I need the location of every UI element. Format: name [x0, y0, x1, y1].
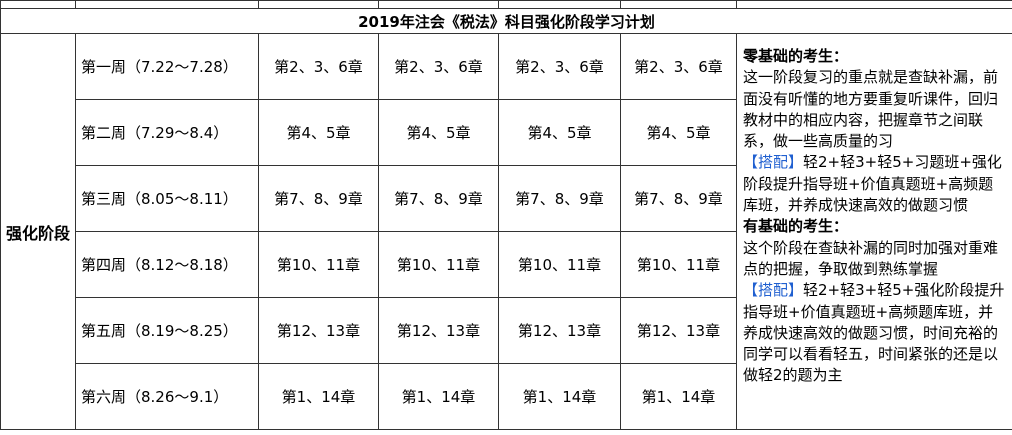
- week-label: 第四周（8.12～8.18）: [75, 231, 259, 298]
- chapter-cell: 第7、8、9章: [258, 165, 379, 232]
- chapter-cell: 第12、13章: [378, 297, 499, 364]
- chapter-cell: 第10、11章: [258, 231, 379, 298]
- chapter-cell: 第1、14章: [258, 363, 379, 430]
- week-row: 第四周（8.12～8.18） 第10、11章 第10、11章 第10、11章 第10、1…: [1, 231, 1012, 298]
- chapter-cell: 第1、14章: [498, 363, 621, 430]
- week-row: 第五周（8.19～8.25） 第12、13章 第12、13章 第12、13章 第12、1…: [1, 297, 1012, 364]
- week-row: 第二周（7.29～8.4） 第4、5章 第4、5章 第4、5章 第4、5章: [1, 99, 1012, 166]
- chapter-cell: 第7、8、9章: [378, 165, 499, 232]
- chapter-cell: 第1、14章: [620, 363, 737, 430]
- chapter-cell: 第7、8、9章: [620, 165, 737, 232]
- chapter-cell: 第4、5章: [620, 99, 737, 166]
- week-label: 第六周（8.26～9.1）: [75, 363, 259, 430]
- notes-cell: 零基础的考生： 这一阶段复习的重点就是查缺补漏，前面没有听懂的地方要重复听课件，回…: [736, 33, 1012, 430]
- notes-tag: 【搭配】: [743, 153, 804, 172]
- notes-combo-line: 【搭配】轻2+轻3+轻5+强化阶段提升指导班+价值真题班+高频题库班，并养成快速…: [743, 280, 1008, 386]
- chapter-cell: 第2、3、6章: [498, 33, 621, 100]
- week-label: 第五周（8.19～8.25）: [75, 297, 259, 364]
- chapter-cell: 第10、11章: [498, 231, 621, 298]
- chapter-cell: 第1、14章: [378, 363, 499, 430]
- table-title: 2019年注会《税法》科目强化阶段学习计划: [0, 8, 1012, 34]
- chapter-cell: 第12、13章: [620, 297, 737, 364]
- notes-tag: 【搭配】: [743, 281, 804, 300]
- notes-heading: 有基础的考生：: [743, 217, 849, 236]
- week-row: 第三周（8.05～8.11） 第7、8、9章 第7、8、9章 第7、8、9章 第7、8、…: [1, 165, 1012, 232]
- title-row: 2019年注会《税法》科目强化阶段学习计划: [0, 8, 1012, 34]
- chapter-cell: 第10、11章: [620, 231, 737, 298]
- week-row: 强化阶段 第一周（7.22～7.28） 第2、3、6章 第2、3、6章 第2、3、6章第…: [0, 33, 1012, 430]
- chapter-cell: 第10、11章: [378, 231, 499, 298]
- notes-text: 这个阶段在查缺补漏的同时加强对重难点的把握，争取做到熟练掌握: [743, 238, 999, 278]
- chapter-cell: 第12、13章: [498, 297, 621, 364]
- week-row: 第六周（8.26～9.1） 第1、14章 第1、14章 第1、14章 第1、14章: [1, 363, 1012, 430]
- chapter-cell: 第4、5章: [258, 99, 379, 166]
- week-label: 第三周（8.05～8.11）: [75, 165, 259, 232]
- notes-combo: 轻2+轻3+轻5+习题班+强化阶段提升指导班+价值真题班+高频题库班，并养成快速…: [743, 153, 1002, 215]
- chapter-cell: 第4、5章: [498, 99, 621, 166]
- chapter-cell: 第12、13章: [258, 297, 379, 364]
- chapter-cell: 第7、8、9章: [498, 165, 621, 232]
- chapter-cell: 第2、3、6章: [378, 33, 499, 100]
- chapter-cell: 第2、3、6章: [620, 33, 737, 100]
- chapter-cell: 第2、3、6章: [258, 33, 379, 100]
- week-label: 第二周（7.29～8.4）: [75, 99, 259, 166]
- chapter-cell: 第4、5章: [378, 99, 499, 166]
- notes-heading: 零基础的考生：: [743, 47, 849, 65]
- notes-combo-line: 【搭配】轻2+轻3+轻5+习题班+强化阶段提升指导班+价值真题班+高频题库班，并…: [743, 152, 1008, 216]
- notes-text: 这一阶段复习的重点就是查缺补漏，前面没有听懂的地方要重复听课件，回归教材中的相应…: [743, 68, 999, 151]
- week-label: 第一周（7.22～7.28）: [75, 33, 259, 100]
- stage-label: 强化阶段: [0, 33, 76, 430]
- cut-row: [0, 0, 1012, 9]
- notes-combo: 轻2+轻3+轻5+强化阶段提升指导班+价值真题班+高频题库班，并养成快速高效的做…: [743, 281, 1005, 385]
